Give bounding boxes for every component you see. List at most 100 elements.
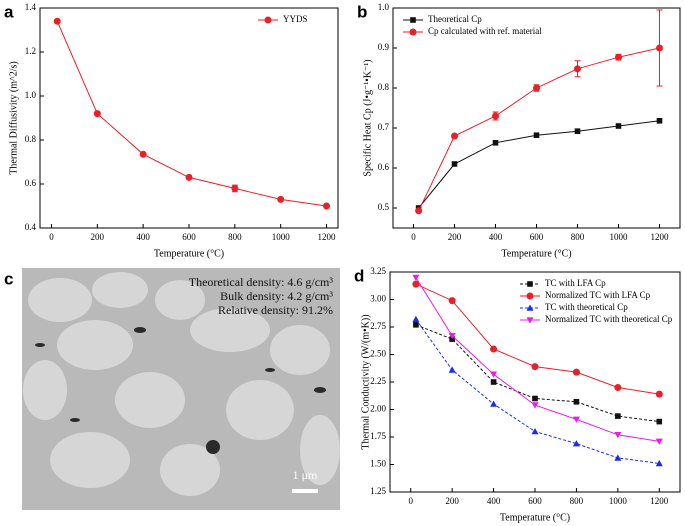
- marker: [451, 132, 458, 140]
- series-line: [418, 47, 660, 212]
- marker: [615, 413, 621, 419]
- marker: [412, 274, 420, 281]
- y-tick-label: 0.5: [378, 202, 390, 212]
- y-tick-label: 0.4: [25, 222, 37, 232]
- pores: [35, 327, 326, 454]
- marker: [572, 416, 580, 423]
- marker: [531, 428, 539, 435]
- marker: [415, 207, 423, 215]
- marker: [490, 400, 498, 407]
- x-axis-label: Temperature (°C): [154, 248, 224, 259]
- sem-image: 1 μm Theoretical density: 4.6 g/cm³ Bulk…: [4, 268, 340, 510]
- marker: [531, 402, 539, 409]
- legend-marker: [526, 304, 534, 311]
- y-tick-label: 1.50: [370, 459, 386, 469]
- marker: [492, 112, 499, 120]
- x-tick-label: 1200: [650, 496, 669, 506]
- x-tick-label: 1000: [272, 232, 291, 242]
- marker: [574, 65, 581, 73]
- marker: [614, 432, 622, 439]
- x-tick-label: 1000: [610, 232, 629, 242]
- marker: [533, 84, 540, 92]
- panel: 1.25 1.50 1.75 2.00 2.25 2.50 2.75 3.00 3.25 0 200…: [354, 266, 681, 523]
- panel-label: b: [357, 2, 367, 21]
- x-tick-label: 1000: [609, 496, 628, 506]
- x-tick-label: 0: [49, 232, 54, 242]
- x-tick-label: 200: [91, 232, 105, 242]
- marker: [532, 395, 538, 402]
- marker: [655, 438, 663, 445]
- panel: 0.5 0.6 0.7 0.8 0.9 1.0 0 200 400 600 800 1000 1200 T…: [357, 2, 681, 259]
- plot-frame: [392, 7, 681, 229]
- legend-label: Cp calculated with ref. material: [428, 26, 542, 36]
- x-tick-label: 400: [136, 232, 150, 242]
- y-tick-label: 3.25: [370, 266, 386, 276]
- marker: [412, 280, 420, 288]
- y-axis-label: Thermal Conductivity (W/(m•K)): [360, 314, 371, 449]
- legend-marker: [526, 292, 534, 300]
- y-tick-label: 0.6: [25, 178, 37, 188]
- y-axis-label: Thermal Diffusivity (m^2/s): [8, 61, 19, 174]
- y-tick-label: 1.4: [25, 2, 37, 12]
- legend-label: Normalized TC with LFA Cp: [545, 290, 651, 300]
- panel: 0.4 0.6 0.8 1.0 1.2 1.4 0 200 400 600 800 1000 1200 T…: [4, 2, 339, 259]
- y-tick-label: 0.7: [378, 122, 390, 132]
- y-tick-label: 2.00: [370, 404, 386, 414]
- x-tick-label: 0: [408, 496, 413, 506]
- legend-marker: [264, 16, 272, 24]
- density-text: Bulk density: 4.2 g/cm³: [220, 289, 333, 303]
- marker: [451, 161, 458, 167]
- x-tick-label: 200: [448, 232, 462, 242]
- y-tick-label: 3.00: [370, 294, 386, 304]
- y-tick-label: 2.25: [370, 376, 386, 386]
- marker: [533, 132, 540, 138]
- legend-marker: [527, 281, 533, 287]
- y-tick-label: 1.75: [370, 431, 386, 441]
- marker: [574, 128, 581, 134]
- x-tick-label: 200: [445, 496, 459, 506]
- y-tick-label: 1.25: [370, 486, 386, 496]
- x-tick-label: 400: [487, 496, 501, 506]
- x-tick-label: 800: [228, 232, 242, 242]
- legend-marker: [526, 317, 534, 324]
- marker: [572, 440, 580, 447]
- marker: [656, 118, 663, 124]
- x-tick-label: 800: [570, 496, 584, 506]
- x-tick-label: 0: [411, 232, 416, 242]
- marker: [655, 390, 663, 398]
- marker: [572, 368, 580, 376]
- y-tick-label: 2.50: [370, 349, 386, 359]
- marker: [656, 418, 663, 425]
- density-text: Relative density: 91.2%: [218, 303, 333, 317]
- y-axis-label: Specific Heat Cp (J•g⁻¹•K⁻¹): [362, 59, 373, 176]
- legend-marker: [409, 28, 417, 36]
- x-tick-label: 600: [182, 232, 196, 242]
- marker: [448, 366, 456, 373]
- marker: [490, 379, 497, 385]
- marker: [412, 315, 420, 323]
- x-axis-label: Temperature (°C): [501, 248, 571, 259]
- marker: [614, 454, 622, 461]
- legend-label: Normalized TC with theoretical Cp: [545, 314, 673, 324]
- marker: [490, 371, 498, 378]
- panel-label: d: [354, 266, 364, 285]
- x-tick-label: 1200: [651, 232, 670, 242]
- marker: [139, 150, 147, 158]
- marker: [53, 17, 61, 25]
- y-tick-label: 0.9: [378, 42, 390, 52]
- marker: [615, 53, 622, 61]
- marker: [93, 110, 101, 118]
- density-text: Theoretical density: 4.6 g/cm³: [189, 275, 334, 289]
- marker: [573, 399, 580, 405]
- x-tick-label: 800: [571, 232, 585, 242]
- marker: [614, 384, 622, 391]
- marker: [490, 345, 498, 353]
- y-tick-label: 1.0: [378, 2, 390, 12]
- grains: [23, 272, 340, 496]
- marker: [413, 322, 419, 328]
- marker: [656, 44, 663, 52]
- marker: [231, 184, 239, 192]
- plot-frame: [39, 7, 339, 229]
- marker: [185, 173, 193, 181]
- legend-label: Theoretical Cp: [428, 14, 482, 24]
